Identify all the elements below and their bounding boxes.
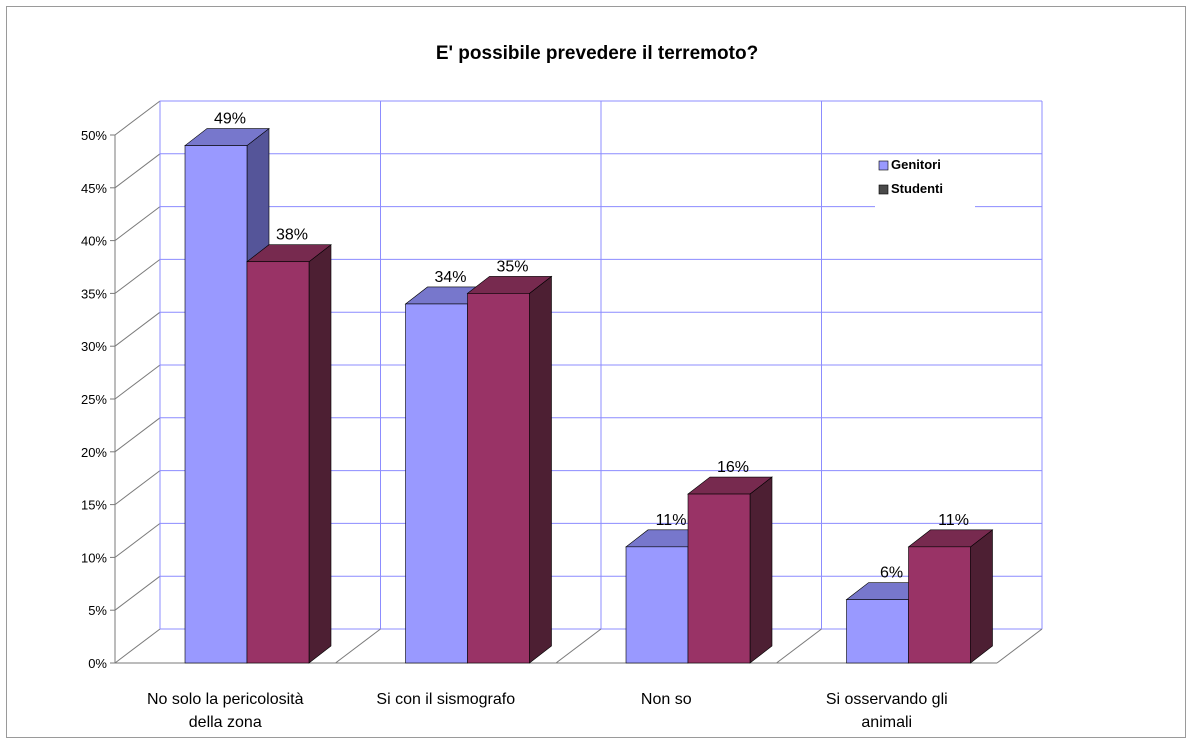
data-label-3-0: 6%: [880, 565, 903, 582]
y-tick-label-3: 15%: [81, 498, 107, 513]
sidewall-line-6: [114, 311, 161, 347]
bar-front-face: [246, 261, 310, 664]
data-label-2-0: 11%: [656, 512, 687, 529]
data-label-0-0: 49%: [214, 111, 246, 128]
bar-front-face: [846, 599, 909, 664]
sidewall-line-9: [114, 153, 161, 189]
y-tick-label-8: 40%: [81, 234, 107, 249]
category-label-1-0: Si con il sismografo: [376, 691, 515, 708]
y-tick-label-7: 35%: [81, 286, 107, 301]
y-tick-label-2: 10%: [81, 550, 107, 565]
sidewall-line-1: [114, 575, 161, 611]
legend-swatch-0: [878, 160, 889, 171]
y-tick-label-10: 50%: [81, 128, 107, 143]
legend-swatch-1: [878, 184, 889, 195]
sidewall-line-4: [114, 417, 161, 453]
bar-3-1: [907, 529, 994, 664]
bar-chart: E' possibile prevedere il terremoto? 0% 5…: [81, 43, 1043, 731]
sidewall-line-0: [114, 628, 161, 664]
chart-title: E' possibile prevedere il terremoto?: [436, 43, 758, 64]
category-labels: No solo la pericolosità della zona Si con …: [147, 691, 948, 731]
legend-label-0: Genitori: [891, 157, 941, 172]
data-label-3-1: 11%: [938, 512, 969, 529]
bar-2-1: [687, 476, 773, 664]
sidewall-line-5: [114, 364, 161, 400]
y-tick-label-5: 25%: [81, 392, 107, 407]
bar-side-face: [970, 529, 993, 664]
sidewall-line-7: [114, 259, 161, 294]
floor-divider-3: [776, 628, 822, 664]
bar-side-face: [308, 244, 332, 664]
data-labels: 49% 38% 34% 35% 11% 16% 6% 11%: [214, 111, 969, 582]
data-label-1-1: 35%: [496, 258, 528, 275]
sidewall-line-3: [114, 470, 161, 505]
bar-front-face: [405, 303, 468, 664]
floor-right-edge: [996, 628, 1043, 664]
y-tick-label-9: 45%: [81, 181, 107, 196]
y-axis: 0% 5% 10% 15% 20% 25% 30% 35% 40% 45% 50%: [81, 128, 116, 671]
data-label-0-1: 38%: [276, 227, 308, 244]
bar-front-face: [467, 293, 530, 664]
category-label-0-0: No solo la pericolosità: [147, 691, 304, 708]
sidewall-line-8: [114, 206, 161, 241]
data-label-2-1: 16%: [717, 459, 749, 476]
bar-side-face: [529, 275, 552, 664]
sidewall-line-2: [114, 523, 161, 558]
category-label-3-0: Si osservando gli: [826, 691, 948, 708]
floor-divider-1: [335, 628, 381, 664]
legend-label-1: Studenti: [891, 181, 943, 196]
bar-front-face: [184, 145, 248, 664]
data-label-1-0: 34%: [434, 269, 466, 286]
category-label-2-0: Non so: [641, 691, 692, 708]
bar-1-1: [466, 275, 553, 664]
bar-side-face: [749, 476, 773, 664]
y-tick-label-0: 0%: [88, 656, 107, 671]
category-label-3-1: animali: [861, 714, 912, 731]
bar-front-face: [687, 493, 751, 664]
y-tick-label-1: 5%: [88, 603, 107, 618]
legend-box: [875, 157, 975, 209]
bar-0-1: [246, 244, 332, 664]
bars: [184, 127, 994, 664]
legend: Genitori Studenti: [875, 157, 975, 209]
chart-frame: E' possibile prevedere il terremoto? 0% 5…: [6, 6, 1186, 738]
bar-front-face: [908, 546, 971, 664]
y-tick-label-4: 20%: [81, 445, 107, 460]
floor-divider-2: [555, 628, 602, 664]
y-tick-label-6: 30%: [81, 339, 107, 354]
sidewall-line-10: [114, 100, 161, 136]
category-label-0-1: della zona: [189, 714, 262, 731]
bar-front-face: [625, 546, 689, 664]
